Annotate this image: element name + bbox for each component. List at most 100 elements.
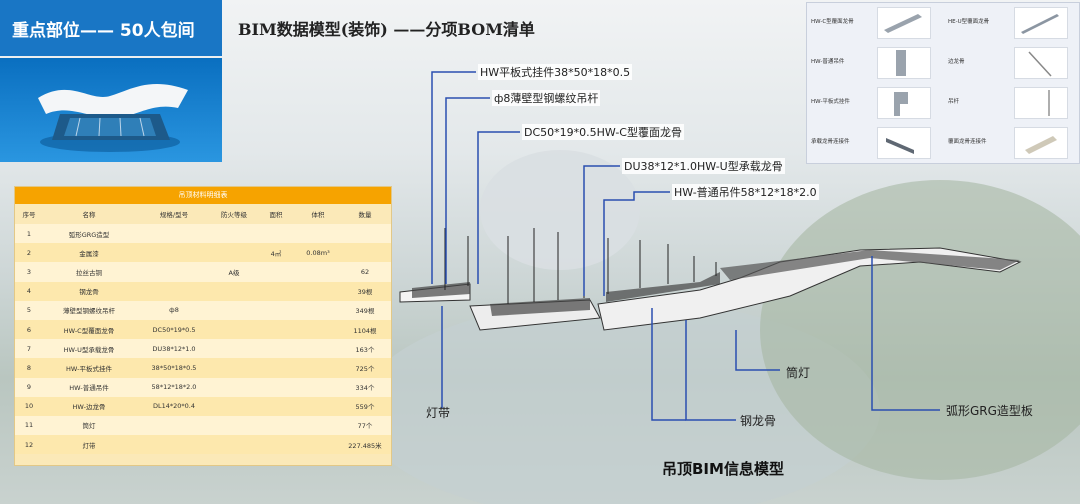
table-cell: 7 [26, 344, 32, 353]
model-title: 吊顶BIM信息模型 [662, 460, 784, 478]
table-cell: 62 [360, 267, 370, 276]
component-label: 边龙骨 [948, 59, 965, 65]
table-row: 7 HW-U型承载龙骨 DU38*12*1.0 163个 [15, 339, 391, 359]
table-cell: 58*12*18*2.0 [151, 383, 197, 392]
table-cell: 1 [26, 229, 32, 238]
building-render-icon [38, 83, 188, 152]
callout-light-strip: 灯带 [426, 406, 451, 420]
component-label: HE-U型覆面龙骨 [948, 19, 990, 25]
table-cell: 4 [26, 287, 32, 296]
table-cell: 筒灯 [82, 422, 96, 431]
table-cell: 6 [26, 325, 32, 334]
table-cell: 2 [26, 248, 32, 257]
table-cell: 9 [26, 383, 32, 392]
component-label: HW-平板式挂件 [811, 99, 850, 105]
callout-plate-clip: HW平板式挂件38*50*18*0.5 [478, 64, 633, 80]
table-cell: 灯带 [82, 441, 96, 450]
component-label: HW-C型覆面龙骨 [811, 19, 854, 25]
col-header: 防火等级 [221, 211, 247, 219]
component-label: 吊杆 [948, 99, 960, 105]
bg-building [480, 150, 640, 270]
table-cell: 5 [26, 306, 32, 315]
component-panel: HW-C型覆面龙骨 HE-U型覆面龙骨 HW-普通吊件 边龙骨 HW-平板式挂件 吊杆承载… [806, 2, 1080, 164]
table-cell: DC50*19*0.5 [152, 325, 196, 334]
callout-steel-keel: 钢龙骨 [740, 414, 777, 428]
rod-icon [1014, 87, 1068, 119]
table-cell: 38*50*18*0.5 [151, 363, 197, 372]
materials-grid: 序号 名称 规格/型号 防火等级 面积 体积 数量 1 弧形GRG造型 2 金属漆 4㎡… [15, 204, 391, 455]
table-cell: HW-边龙骨 [72, 403, 106, 412]
table-cell: 10 [24, 402, 34, 411]
table-row: 6 HW-C型覆面龙骨 DC50*19*0.5 1104根 [15, 319, 391, 340]
table-cell: 163个 [355, 345, 375, 354]
table-cell: 12 [24, 440, 34, 449]
callout-hanger: HW-普通吊件58*12*18*2.0 [672, 184, 819, 200]
c-channel-icon [877, 7, 931, 39]
table-cell: HW-U型承载龙骨 [63, 345, 115, 354]
table-row: 1 弧形GRG造型 [15, 224, 391, 244]
table-cell: 11 [24, 421, 34, 430]
col-header: 规格/型号 [159, 211, 189, 219]
table-cell: 薄壁型钢螺纹吊杆 [63, 307, 115, 316]
component-label: 承载龙骨连接件 [811, 139, 850, 145]
table-row: 9 HW-普通吊件 58*12*18*2.0 334个 [15, 377, 391, 397]
col-header: 面积 [269, 211, 283, 219]
edge-keel-icon [1014, 47, 1068, 79]
table-title: 吊顶材料明细表 [15, 187, 391, 204]
table-cell: 4㎡ [270, 249, 282, 258]
table-row: 12 灯带 227.485米 [15, 435, 391, 455]
table-cell: 弧形GRG造型 [68, 230, 110, 239]
component-label: 覆面龙骨连接件 [948, 139, 987, 145]
table-row: 2 金属漆 4㎡ 0.08m³ [15, 243, 391, 263]
table-cell: HW-普通吊件 [69, 384, 109, 393]
table-cell: 77个 [357, 422, 373, 431]
table-cell: 金属漆 [79, 249, 99, 258]
col-header: 数量 [358, 211, 372, 219]
table-cell: HW-平板式挂件 [66, 364, 112, 373]
connector-icon [877, 127, 931, 159]
table-cell: 227.485米 [348, 441, 382, 450]
col-header: 体积 [311, 211, 325, 219]
table-row: 4 钢龙骨 39根 [15, 281, 391, 301]
table-row: 5 薄壁型钢螺纹吊杆 ф8 349根 [15, 300, 391, 320]
table-cell: HW-C型覆面龙骨 [63, 326, 115, 335]
page-banner: 重点部位—— 50人包间 [0, 0, 222, 56]
banner-title: 重点部位—— 50人包间 [12, 20, 195, 41]
table-cell: 3 [26, 267, 32, 276]
table-cell: 725个 [355, 364, 375, 373]
table-cell: 334个 [355, 384, 375, 393]
table-cell: 0.08m³ [306, 248, 330, 257]
table-cell: 拉丝古铜 [76, 268, 102, 277]
table-row: 3 拉丝古铜 A级 62 [15, 262, 391, 282]
plate-clip-icon [877, 87, 931, 119]
callout-u-keel: DU38*12*1.0HW-U型承载龙骨 [622, 158, 785, 174]
building-thumbnail [0, 58, 222, 162]
table-cell: 1104根 [353, 326, 377, 335]
callout-downlight: 筒灯 [786, 366, 811, 380]
table-row: 8 HW-平板式挂件 38*50*18*0.5 725个 [15, 358, 391, 378]
materials-table: 吊顶材料明细表 序号 名称 规格/型号 防火等级 面积 体积 数量 1 弧形GRG… [14, 186, 392, 466]
callout-grg-board: 弧形GRG造型板 [946, 404, 1033, 418]
table-row: 10 HW-边龙骨 DL14*20*0.4 559个 [15, 396, 391, 416]
callout-hanger-rod: ф8薄壁型钢螺纹吊杆 [492, 90, 601, 106]
table-cell: 8 [26, 363, 32, 372]
table-cell: 349根 [355, 307, 375, 316]
table-cell: 39根 [357, 288, 373, 297]
table-cell: 559个 [355, 403, 375, 412]
table-cell: 钢龙骨 [79, 288, 99, 297]
bg-greenery [760, 180, 1080, 480]
table-cell: DL14*20*0.4 [152, 402, 195, 411]
component-label: HW-普通吊件 [811, 59, 845, 65]
slide-title: BIM数据模型(装饰) ——分项BOM清单 [238, 20, 535, 39]
u-channel-icon [1014, 7, 1068, 39]
table-cell: A级 [228, 268, 240, 277]
table-cell: ф8 [169, 306, 179, 315]
hanger-icon [877, 47, 931, 79]
table-header-row: 序号 名称 规格/型号 防火等级 面积 体积 数量 [15, 204, 391, 224]
table-row: 11 筒灯 77个 [15, 415, 391, 436]
joint-icon [1014, 127, 1068, 159]
col-header: 名称 [82, 211, 96, 219]
callout-c-keel: DC50*19*0.5HW-C型覆面龙骨 [522, 124, 684, 140]
